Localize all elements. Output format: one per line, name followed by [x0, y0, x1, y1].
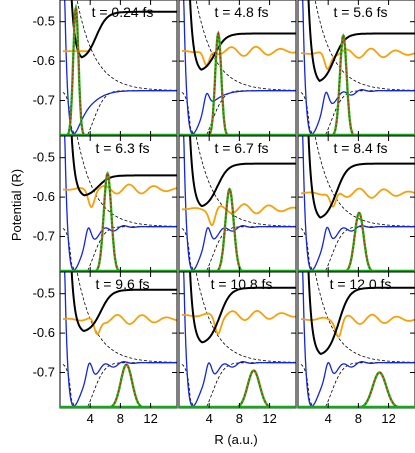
y-tick-label: -0.7	[33, 365, 55, 380]
orange-potential-curve	[181, 310, 296, 335]
orange-potential-curve	[62, 314, 177, 335]
blue-potential-curve	[64, 136, 177, 271]
black-potential-curve	[70, 272, 177, 332]
blue-potential-curve	[64, 272, 177, 407]
orange-potential-curve	[301, 313, 415, 338]
dashed-repulsive-curve	[76, 272, 177, 363]
panel-plot-area	[60, 0, 177, 136]
dashed-repulsive-curve	[195, 136, 296, 227]
orange-potential-curve	[63, 183, 177, 208]
blue-potential-curve	[183, 0, 296, 135]
orange-potential-curve	[301, 47, 415, 71]
red-wavepacket	[60, 363, 177, 408]
panel-9: t = 12.0 fs	[297, 271, 415, 409]
orange-potential-curve	[300, 187, 415, 208]
panel-title: t = 4.8 fs	[214, 4, 268, 20]
black-potential-curve	[70, 0, 177, 59]
panel-2: t = 4.8 fs	[178, 0, 297, 137]
black-potential-curve	[70, 136, 177, 197]
dashed-repulsive-curve	[76, 0, 177, 91]
green-wavepacket	[298, 211, 415, 272]
x-tick-label: 8	[236, 411, 243, 426]
dashed-repulsive-curve	[314, 272, 415, 363]
blue-potential-curve	[64, 0, 177, 135]
panel-title: t = 6.7 fs	[214, 140, 268, 156]
panel-5: t = 6.7 fs	[178, 135, 297, 273]
y-tick-label: -0.7	[33, 229, 55, 244]
x-tick-labels: 4 8 12 4 8 12 4 8 12	[87, 411, 396, 426]
dashed-repulsive-curve	[195, 272, 296, 363]
x-tick-label: 12	[262, 411, 276, 426]
blue-potential-curve	[302, 0, 415, 135]
x-tick-label: 8	[355, 411, 362, 426]
dashed-repulsive-curve	[195, 0, 296, 91]
x-tick-label: 8	[117, 411, 124, 426]
black-potential-curve	[307, 272, 415, 355]
black-potential-curve	[307, 0, 415, 83]
panel-title: t = 12.0 fs	[330, 276, 392, 292]
y-tick-label: -0.6	[33, 325, 55, 340]
blue-potential-curve	[302, 136, 415, 271]
panel-title: t = 6.3 fs	[95, 140, 149, 156]
black-potential-curve	[307, 136, 415, 219]
panel-title: t = 9.6 fs	[95, 276, 149, 292]
panels-group: t = 0.24 fs t = 4.8 fs t = 5.6 fs t = 6.3 f…	[59, 0, 415, 409]
y-tick-labels: -0.5 -0.6 -0.7 -0.5 -0.6 -0.7 -0.5 -0.6 -0.7	[33, 14, 55, 380]
panel-plot-area	[179, 136, 296, 272]
blue-potential-curve	[302, 272, 415, 407]
x-tick-label: 12	[143, 411, 157, 426]
dashed-repulsive-curve	[76, 136, 177, 227]
panel-7: t = 9.6 fs	[59, 271, 178, 409]
panel-6: t = 8.4 fs	[297, 135, 415, 273]
panel-title: t = 10.8 fs	[211, 276, 273, 292]
x-tick-label: 4	[325, 411, 332, 426]
panel-title: t = 8.4 fs	[333, 140, 387, 156]
x-tick-label: 4	[206, 411, 213, 426]
orange-potential-curve	[182, 45, 296, 66]
orange-potential-curve	[182, 203, 296, 227]
x-tick-label: 4	[87, 411, 94, 426]
panel-4: t = 6.3 fs	[59, 135, 178, 273]
y-tick-label: -0.6	[33, 53, 55, 68]
y-tick-label: -0.5	[33, 286, 55, 301]
panel-plot-area	[298, 136, 415, 272]
y-axis-label: Potential (R)	[9, 169, 24, 241]
panel-title: t = 0.24 fs	[92, 4, 154, 20]
panel-plot-area	[179, 0, 296, 136]
panel-plot-area	[60, 272, 177, 408]
y-tick-label: -0.5	[33, 14, 55, 29]
x-axis-label: R (a.u.)	[214, 432, 257, 447]
dashed-repulsive-curve	[314, 0, 415, 91]
green-wavepacket	[60, 3, 177, 136]
blue-potential-curve	[183, 136, 296, 271]
black-potential-curve	[189, 0, 296, 71]
black-potential-curve	[189, 136, 296, 208]
x-tick-label: 12	[381, 411, 395, 426]
y-tick-label: -0.5	[33, 150, 55, 165]
green-wavepacket	[179, 187, 296, 272]
black-potential-curve	[189, 272, 296, 344]
panel-8: t = 10.8 fs	[178, 271, 297, 409]
y-tick-label: -0.6	[33, 189, 55, 204]
y-tick-label: -0.7	[33, 93, 55, 108]
panel-title: t = 5.6 fs	[333, 4, 387, 20]
blue-potential-curve	[183, 272, 296, 407]
